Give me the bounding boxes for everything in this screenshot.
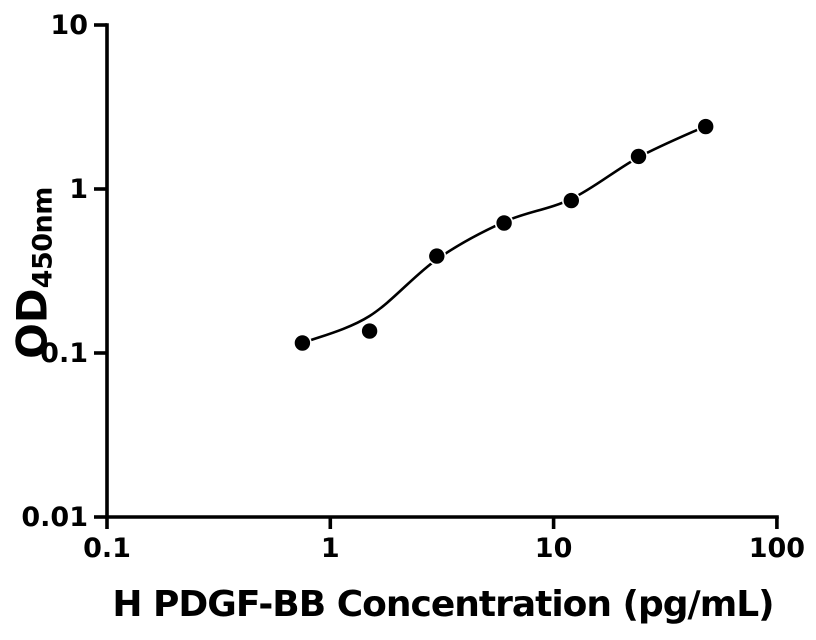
y-tick-label: 1 [69,174,88,205]
x-axis-title: H PDGF-BB Concentration (pg/mL) [112,584,774,625]
data-point-marker [293,333,312,353]
data-point-marker [629,147,648,166]
data-point-marker [494,213,514,233]
y-tick-label: 0.01 [21,502,88,533]
y-axis-title: OD450nm [8,187,59,359]
x-tick-label: 0.1 [83,533,131,564]
x-tick-label: 100 [749,533,805,564]
y-tick-label: 10 [50,10,88,41]
data-point-marker [561,191,581,210]
data-point-marker [696,117,716,136]
x-tick-label: 10 [535,533,573,564]
data-point-marker [360,321,379,341]
data-point-marker [427,246,447,266]
y-axis-title-main: OD [7,288,57,359]
y-axis-title-subscript: 450nm [27,187,59,289]
axis-frame [105,23,779,519]
x-tick-label: 1 [321,533,340,564]
y-tick-label: 0.1 [40,338,88,369]
